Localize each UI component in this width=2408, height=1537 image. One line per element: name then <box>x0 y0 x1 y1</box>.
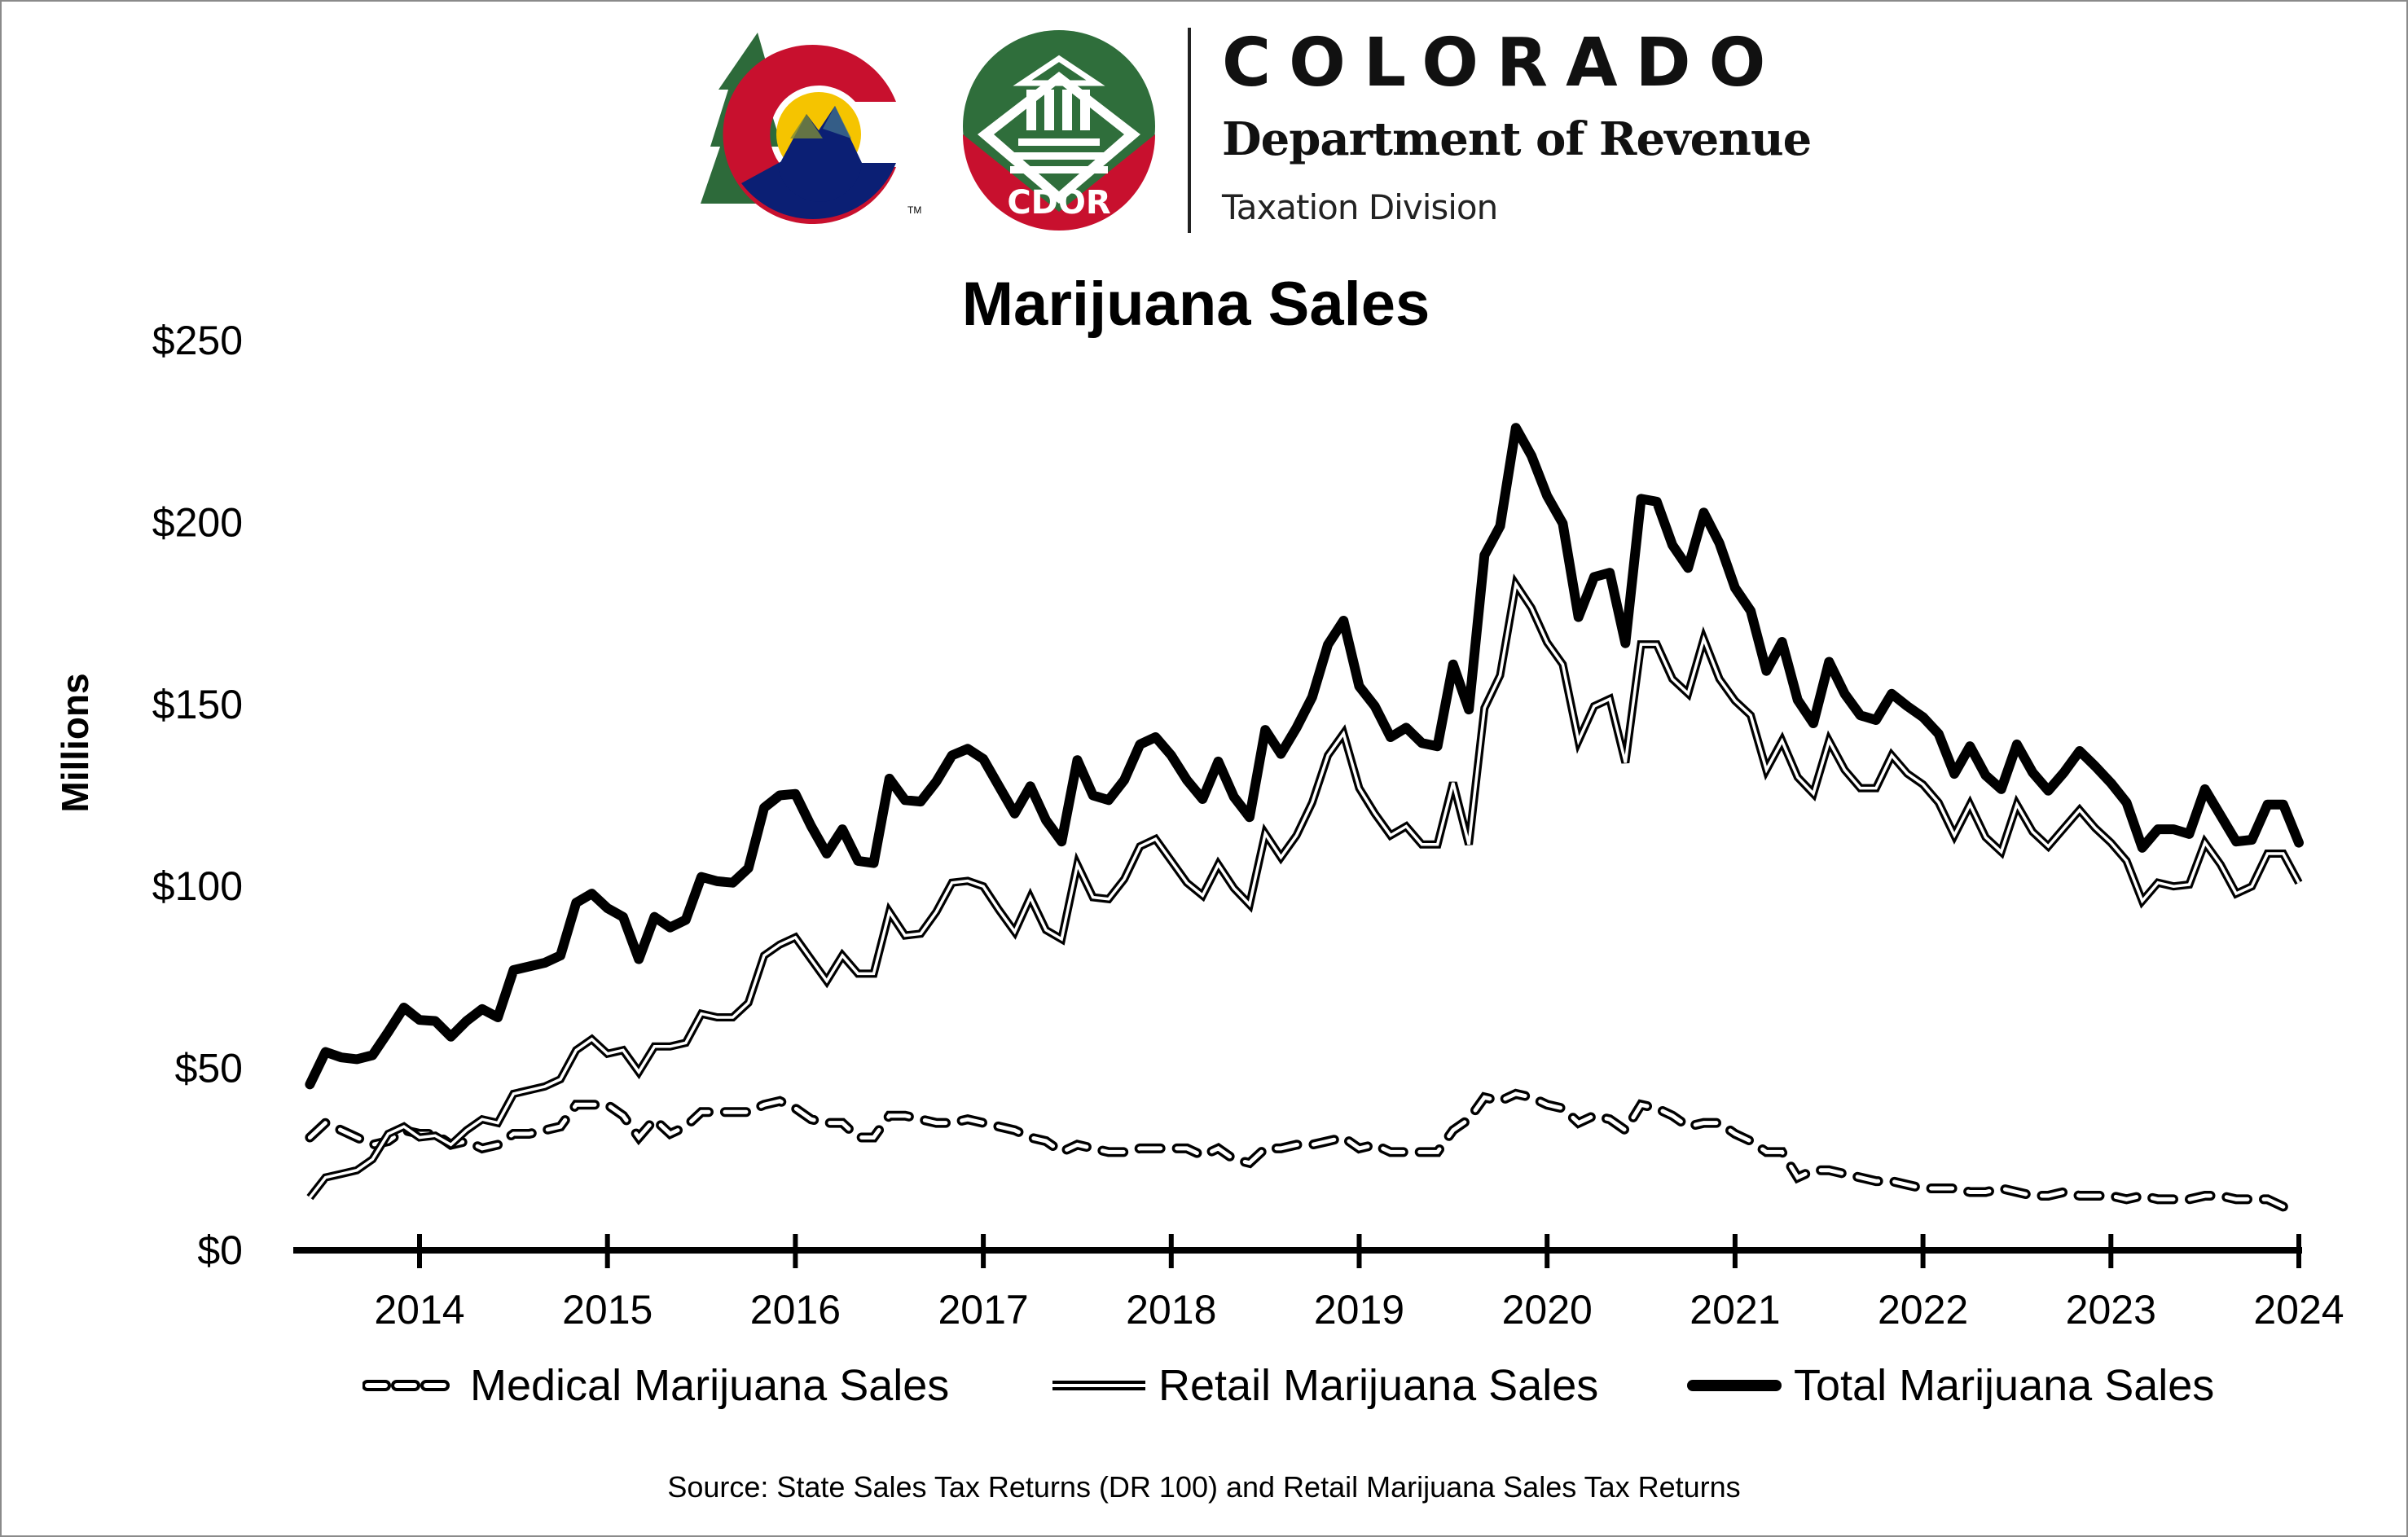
series-medical-marijuana-sales <box>305 1088 2288 1212</box>
x-axis: 2014 2015 2016 2017 2018 2019 2020 2021 2022 2023… <box>293 1234 2344 1333</box>
series-group <box>305 423 2304 1212</box>
legend-label-medical: Medical Marijuana Sales <box>470 1361 950 1410</box>
y-tick-label: $150 <box>152 682 243 727</box>
x-tick-label: 2018 <box>1126 1287 1216 1333</box>
x-tick-label: 2023 <box>2066 1287 2156 1333</box>
x-tick-label: 2017 <box>938 1287 1028 1333</box>
x-tick-label: 2021 <box>1690 1287 1780 1333</box>
colorado-state-logo: TM <box>701 33 921 224</box>
chart-title: Marijuana Sales <box>961 270 1430 339</box>
legend-item-medical: Medical Marijuana Sales <box>363 1360 949 1411</box>
colorado-cdor-logos: TM CDOR <box>701 30 1155 231</box>
legend: Medical Marijuana Sales Retail Marijuana… <box>0 1360 2408 1417</box>
y-tick-label: $100 <box>152 863 243 909</box>
header-logo: TM CDOR COLORADO Department of Revenue T… <box>701 24 1841 244</box>
building-roof-icon <box>1013 55 1105 86</box>
medical-sales-line-inner <box>307 1091 2286 1209</box>
legend-swatch-dashed <box>363 1380 459 1391</box>
series-total-marijuana-sales <box>305 423 2304 1090</box>
legend-swatch-bold <box>1687 1380 1782 1391</box>
retail-sales-line-inner <box>309 580 2300 1199</box>
series-retail-marijuana-sales <box>306 573 2303 1201</box>
x-tick-label: 2016 <box>750 1287 841 1333</box>
x-tick-label: 2015 <box>562 1287 653 1333</box>
legend-item-retail: Retail Marijuana Sales <box>1051 1360 1598 1411</box>
legend-item-total: Total Marijuana Sales <box>1686 1360 2214 1411</box>
y-tick-label: $200 <box>152 499 243 545</box>
cdor-badge-text: CDOR <box>1007 184 1110 222</box>
y-axis-label: Millions <box>54 673 96 813</box>
legend-swatch-double <box>1052 1381 1145 1390</box>
column-icon <box>1026 90 1036 130</box>
y-tick-label: $250 <box>152 318 243 363</box>
x-tick-label: 2024 <box>2253 1287 2344 1333</box>
total-sales-line <box>305 423 2304 1090</box>
department-name: Department of Revenue <box>1222 112 1812 166</box>
source-note: Source: State Sales Tax Returns (DR 100)… <box>667 1470 1741 1504</box>
x-tick-label: 2020 <box>1502 1287 1593 1333</box>
legend-label-total: Total Marijuana Sales <box>1794 1361 2215 1410</box>
x-tick-label: 2019 <box>1314 1287 1404 1333</box>
x-tick-label: 2022 <box>1878 1287 1968 1333</box>
legend-label-retail: Retail Marijuana Sales <box>1158 1361 1599 1410</box>
header-divider <box>1188 28 1191 233</box>
trademark-text: TM <box>907 204 921 216</box>
y-tick-label: $50 <box>175 1046 243 1091</box>
cdor-seal: CDOR <box>963 30 1155 231</box>
org-name: COLORADO <box>1222 24 1784 102</box>
y-tick-label: $0 <box>197 1227 243 1273</box>
division-name: Taxation Division <box>1222 187 1498 227</box>
y-axis: $0 $50 $100 $150 $200 $250 <box>152 318 243 1273</box>
x-tick-label: 2014 <box>374 1287 464 1333</box>
